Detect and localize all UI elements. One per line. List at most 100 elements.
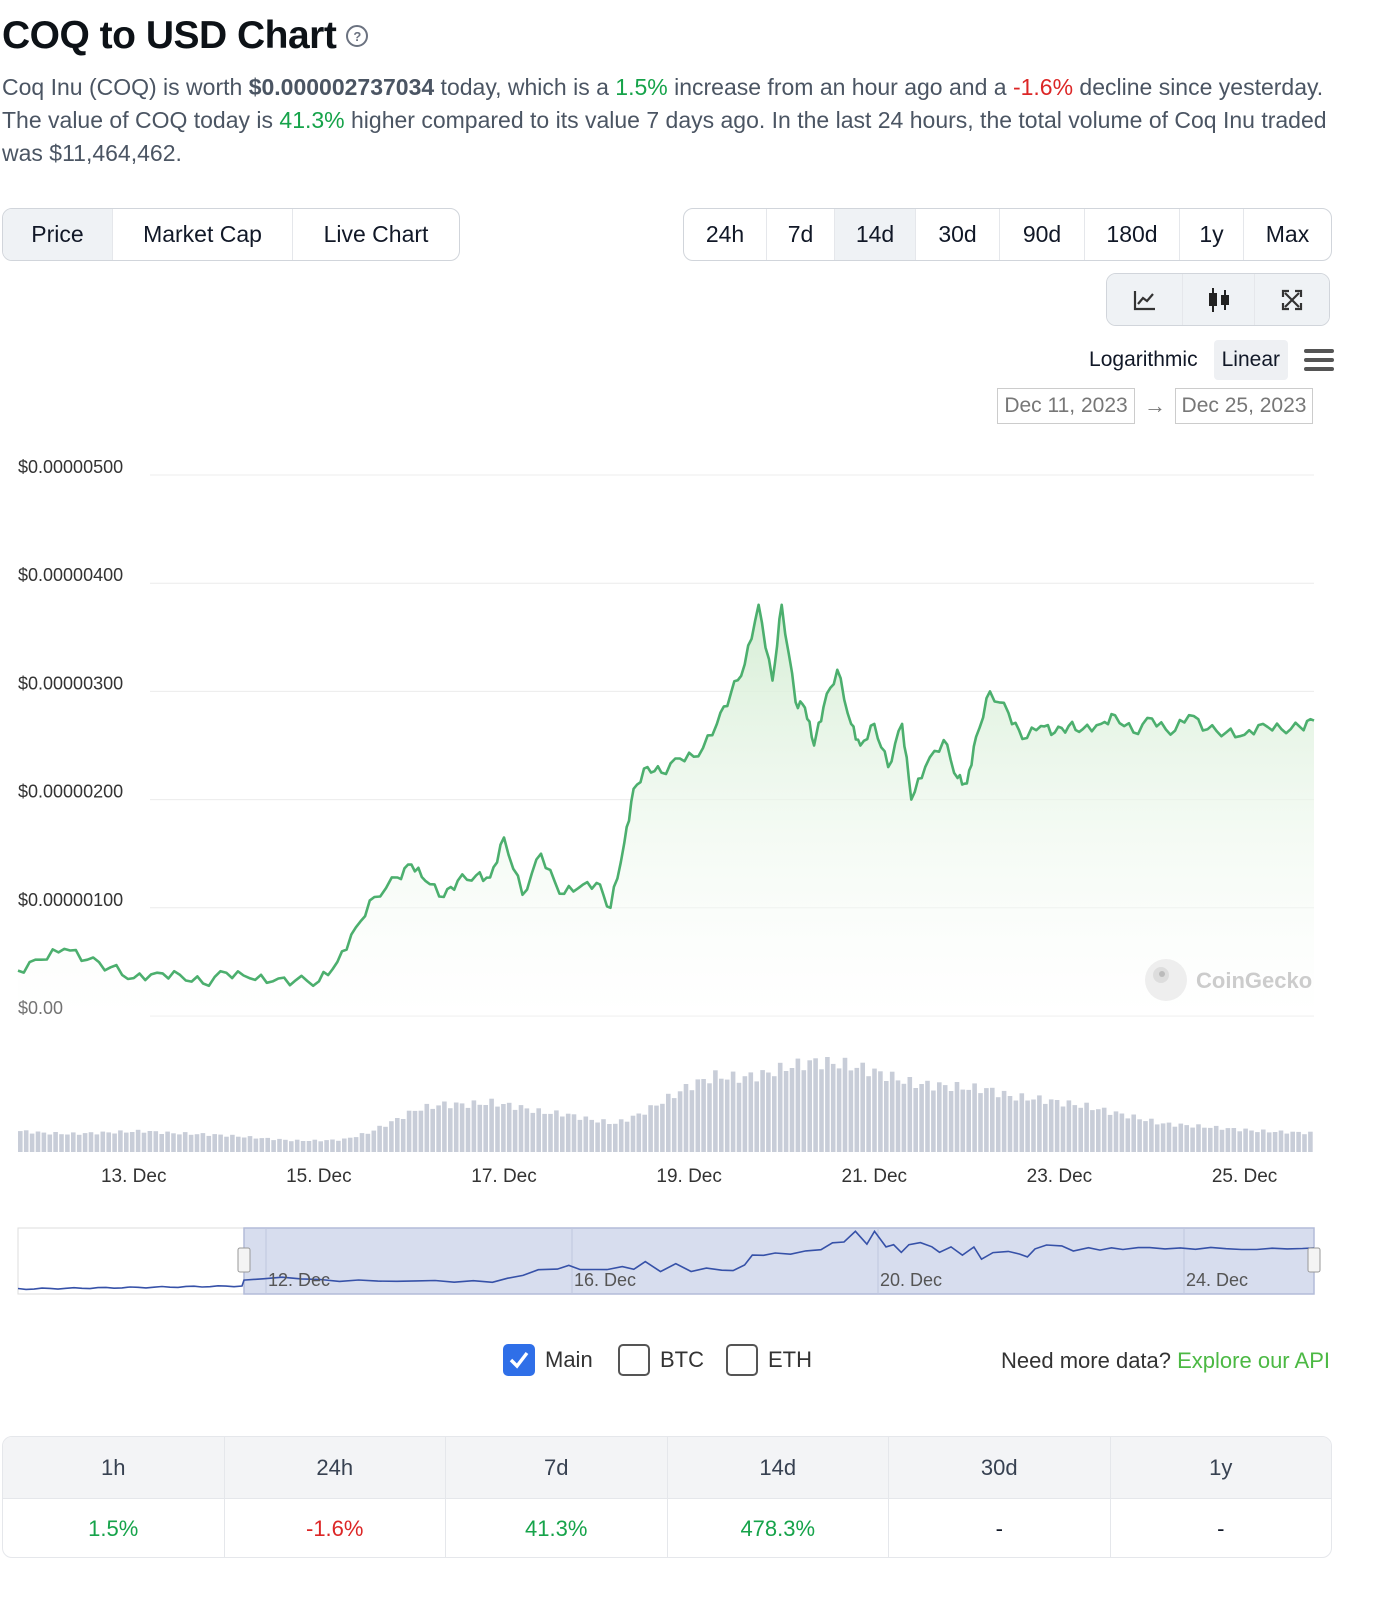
volume-bar: [459, 1103, 465, 1152]
volume-bar: [94, 1134, 100, 1152]
volume-bar: [1007, 1096, 1013, 1152]
volume-bar: [830, 1063, 836, 1152]
compare-main[interactable]: Main: [503, 1344, 593, 1376]
volume-bar: [607, 1124, 612, 1152]
volume-bar: [618, 1119, 624, 1152]
header-30d: 30d: [889, 1437, 1111, 1498]
btc-checkbox[interactable]: [618, 1344, 650, 1376]
volume-bar: [353, 1137, 359, 1152]
volume-bar: [719, 1078, 724, 1152]
price-area: [18, 604, 1314, 1016]
volume-bar: [1031, 1099, 1036, 1152]
volume-bar: [972, 1083, 977, 1152]
explore-api-link[interactable]: Explore our API: [1177, 1348, 1330, 1373]
volume-bar: [889, 1071, 895, 1152]
volume-bar: [990, 1087, 995, 1152]
volume-bar: [41, 1132, 47, 1152]
volume-bar: [283, 1139, 288, 1152]
date-to-input[interactable]: Dec 25, 2023: [1175, 388, 1313, 424]
range-30d[interactable]: 30d: [916, 209, 1000, 260]
scale-logarithmic[interactable]: Logarithmic: [1089, 348, 1198, 371]
range-max[interactable]: Max: [1265, 221, 1310, 247]
volume-bar: [236, 1136, 241, 1152]
volume-bar: [465, 1107, 471, 1152]
volume-bar: [336, 1140, 341, 1152]
range-14d[interactable]: 14d: [835, 209, 916, 260]
price-chart[interactable]: $0.00$0.00000100$0.00000200$0.00000300$0…: [0, 440, 1374, 1310]
navigator-left-handle[interactable]: [237, 1247, 251, 1273]
help-icon[interactable]: ?: [346, 25, 369, 47]
volume-bar: [294, 1139, 300, 1152]
range-1y[interactable]: 1y: [1180, 209, 1244, 260]
volume-bar: [29, 1133, 35, 1152]
btc-label: BTC: [660, 1347, 704, 1372]
fullscreen-icon: [1281, 289, 1303, 310]
line-chart-button[interactable]: [1107, 274, 1183, 325]
volume-bar: [188, 1134, 194, 1152]
chart-view-tools: [1106, 273, 1330, 326]
volume-bar: [389, 1121, 394, 1152]
volume-bar: [560, 1116, 565, 1152]
price-line: [17, 603, 1315, 988]
volume-bar: [442, 1101, 447, 1152]
y-tick-label: $0.00000300: [18, 673, 123, 693]
fullscreen-button[interactable]: [1255, 274, 1329, 325]
volume-bar: [542, 1113, 547, 1152]
tab-market-cap[interactable]: Market Cap: [113, 209, 293, 260]
range-7d[interactable]: 7d: [767, 209, 835, 260]
candlestick-button[interactable]: [1183, 274, 1255, 325]
range-24h[interactable]: 24h: [684, 209, 767, 260]
header-1y: 1y: [1209, 1454, 1233, 1480]
api-promo-text: Need more data?: [1001, 1348, 1178, 1373]
volume-bar: [825, 1057, 830, 1152]
volume-bar: [777, 1062, 783, 1152]
eth-checkbox[interactable]: [726, 1344, 758, 1376]
navigator-window[interactable]: [243, 1227, 1315, 1295]
volume-bar: [730, 1071, 736, 1152]
date-from-input[interactable]: Dec 11, 2023: [997, 388, 1135, 424]
compare-btc[interactable]: BTC: [618, 1344, 704, 1376]
volume-bar: [1272, 1132, 1278, 1152]
volume-bar: [247, 1136, 253, 1152]
volume-bar: [359, 1133, 365, 1152]
range-90d[interactable]: 90d: [1000, 209, 1085, 260]
range-180d[interactable]: 180d: [1085, 209, 1180, 260]
y-tick-label: $0.00000200: [18, 782, 123, 802]
volume-bar: [630, 1115, 636, 1152]
tab-live-chart[interactable]: Live Chart: [323, 221, 429, 247]
volume-bar: [842, 1057, 848, 1152]
volume-bar: [1096, 1109, 1101, 1152]
volume-bar: [112, 1133, 117, 1152]
main-checkbox[interactable]: [503, 1344, 535, 1376]
range-navigator[interactable]: 12. Dec 16. Dec 20. Dec 24. Dec: [17, 1227, 1321, 1295]
compare-eth[interactable]: ETH: [726, 1344, 812, 1376]
main-label: Main: [545, 1347, 593, 1372]
volume-bar: [548, 1113, 553, 1152]
volume-bar: [783, 1071, 789, 1152]
volume-bar: [907, 1077, 913, 1152]
volume-bar: [931, 1090, 936, 1152]
hamburger-menu-icon[interactable]: [1304, 349, 1334, 371]
api-promo: Need more data? Explore our API: [1001, 1348, 1330, 1374]
week-change: 41.3%: [279, 107, 345, 133]
volume-bar: [1072, 1105, 1078, 1152]
volume-bar: [400, 1119, 406, 1152]
volume-bar: [377, 1125, 382, 1152]
volume-bar: [1048, 1099, 1054, 1152]
volume-bar: [1090, 1110, 1095, 1152]
volume-bar: [194, 1134, 200, 1152]
tab-price[interactable]: Price: [3, 209, 113, 260]
volume-bar: [88, 1132, 94, 1152]
volume-bar: [371, 1130, 377, 1152]
scale-linear[interactable]: Linear: [1213, 340, 1288, 380]
volume-bar: [1060, 1106, 1066, 1152]
volume-bar: [477, 1104, 483, 1152]
volume-bar: [1101, 1107, 1107, 1152]
volume-bar: [577, 1119, 583, 1152]
volume-bar: [1255, 1132, 1260, 1152]
navigator-right-handle[interactable]: [1307, 1247, 1321, 1273]
volume-bar: [1125, 1118, 1131, 1152]
volume-bar: [801, 1070, 807, 1152]
volume-bar: [978, 1093, 983, 1152]
volume-bar: [395, 1118, 400, 1152]
